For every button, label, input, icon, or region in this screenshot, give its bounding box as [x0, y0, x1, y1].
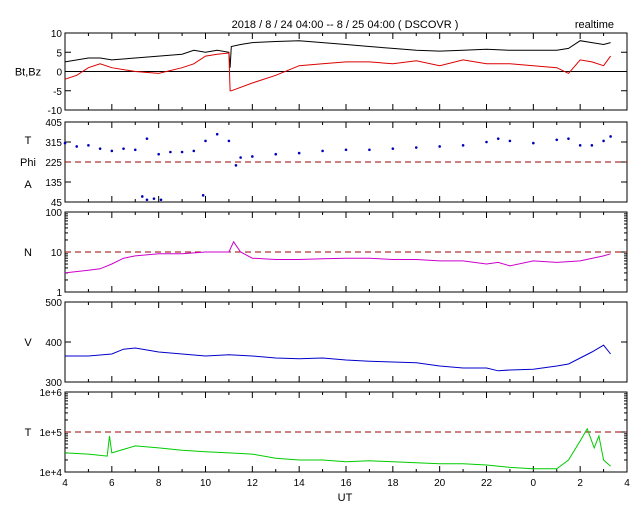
- data-point: [75, 145, 79, 148]
- series-line-t: [64, 427, 611, 470]
- data-point: [461, 144, 465, 147]
- data-point: [532, 141, 535, 145]
- panel-temperature: 1e+6 1e+5 1e+4 T: [25, 388, 628, 479]
- y-tick-label: 225: [45, 158, 62, 169]
- data-point: [555, 138, 559, 142]
- x-tick-label: 0: [531, 478, 537, 489]
- data-point: [159, 198, 163, 202]
- data-point: [485, 140, 488, 144]
- realtime-badge: realtime: [575, 19, 614, 31]
- data-point: [169, 150, 172, 154]
- data-point: [152, 197, 156, 200]
- data-point: [145, 198, 149, 202]
- data-point: [609, 135, 612, 138]
- x-tick-label: 18: [387, 478, 399, 489]
- y-tick-label: 315: [45, 138, 62, 149]
- data-point: [508, 139, 512, 143]
- x-tick-label: 16: [340, 478, 352, 489]
- chart-title: 2018 / 8 / 24 04:00 -- 8 / 25 04:00 ( DS…: [232, 19, 459, 31]
- y-tick-label: 500: [45, 298, 62, 309]
- y-tick-label: 1e+6: [39, 388, 62, 399]
- panel-frame: [64, 301, 628, 383]
- data-point: [496, 137, 500, 140]
- y-tick-label: 45: [51, 198, 63, 209]
- chart-panels: 10 5 0 -5 -10 Bt,Bz 405 315 225 135 45 T Phi A 100 10 1 N…: [15, 29, 628, 479]
- y-tick-label: 1e+5: [39, 428, 62, 439]
- y-tick-label: 10: [51, 248, 63, 259]
- series-line-v: [65, 344, 611, 372]
- data-point: [227, 139, 231, 143]
- data-point: [87, 144, 90, 147]
- panel-magnetic-field: 10 5 0 -5 -10 Bt,Bz: [15, 29, 628, 117]
- data-point: [274, 152, 278, 156]
- data-point: [140, 195, 144, 198]
- x-tick-label: 10: [200, 478, 212, 489]
- x-axis-label: UT: [338, 492, 353, 504]
- data-point: [110, 149, 114, 153]
- y-tick-label: -10: [48, 106, 63, 117]
- data-point: [578, 144, 582, 147]
- x-tick-label: 2: [577, 478, 583, 489]
- y-tick-label: 405: [45, 118, 62, 129]
- y-tick-label: 5: [56, 48, 62, 59]
- panel-velocity: 500 400 300 V: [24, 298, 628, 389]
- x-tick-label: 12: [247, 478, 259, 489]
- data-point: [204, 139, 207, 143]
- y-tick-label: 100: [45, 208, 62, 219]
- data-point: [297, 151, 301, 155]
- data-point: [414, 146, 418, 149]
- y-tick-label: 400: [45, 338, 62, 349]
- data-point: [239, 156, 242, 159]
- x-tick-label: 20: [434, 478, 446, 489]
- data-point: [391, 147, 395, 150]
- y-axis-label: N: [24, 247, 32, 259]
- data-point: [368, 148, 371, 152]
- data-point: [567, 137, 570, 140]
- y-axis-label: T: [25, 135, 32, 147]
- x-tick-label: 14: [294, 478, 306, 489]
- data-point: [192, 149, 196, 153]
- y-axis-label: Bt,Bz: [15, 67, 41, 79]
- series-line-bt: [64, 40, 611, 68]
- data-point: [180, 150, 184, 154]
- panel-density: 100 10 1 N: [24, 208, 628, 299]
- y-axis-label: Phi: [20, 157, 36, 169]
- x-tick-label: 4: [624, 478, 630, 489]
- y-axis-label: A: [24, 179, 32, 191]
- data-point: [201, 194, 205, 197]
- panel-angles: 405 315 225 135 45 T Phi A: [20, 118, 628, 209]
- y-tick-label: -5: [53, 87, 62, 98]
- data-point: [133, 148, 137, 152]
- y-axis-label: T: [25, 427, 32, 439]
- data-point: [145, 137, 149, 140]
- series-line-n: [64, 240, 611, 274]
- data-point: [157, 152, 160, 156]
- data-point: [63, 141, 67, 145]
- data-point: [122, 147, 125, 150]
- y-tick-label: 1: [56, 288, 62, 299]
- x-axis: 4 6 8 10 12 14 16 18 20 22 0 2 4: [62, 478, 630, 489]
- x-tick-label: 8: [156, 478, 162, 489]
- data-point: [98, 147, 102, 150]
- y-axis-label: V: [24, 337, 32, 349]
- x-tick-label: 6: [109, 478, 115, 489]
- y-tick-label: 0: [56, 68, 62, 79]
- y-tick-label: 10: [51, 29, 63, 40]
- data-point: [344, 148, 348, 152]
- data-point: [251, 155, 254, 158]
- data-point: [602, 139, 605, 143]
- series-line-bz: [64, 52, 612, 92]
- y-tick-label: 1e+4: [39, 468, 62, 479]
- y-tick-label: 300: [45, 378, 62, 389]
- x-tick-label: 4: [62, 478, 68, 489]
- x-tick-label: 22: [481, 478, 493, 489]
- data-point: [438, 145, 441, 148]
- data-point: [215, 132, 219, 136]
- y-tick-label: 135: [45, 178, 62, 189]
- data-point: [590, 144, 594, 147]
- data-point: [234, 164, 238, 167]
- data-point: [321, 149, 324, 153]
